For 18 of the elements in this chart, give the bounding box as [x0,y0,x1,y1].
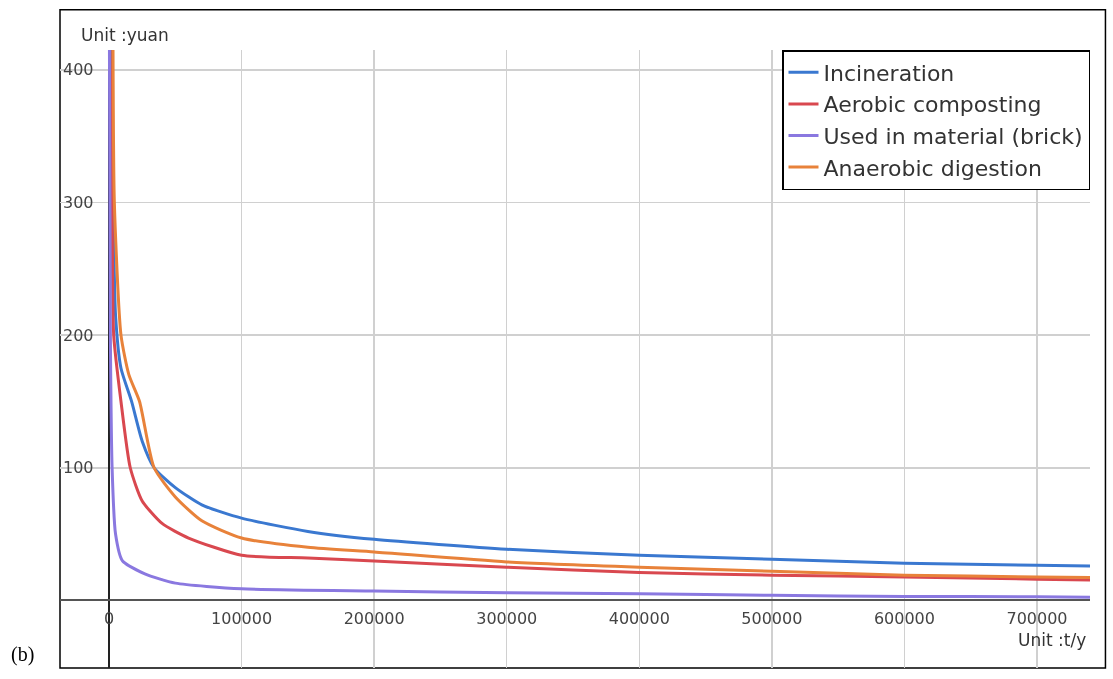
y-tick-label: 200 [63,325,94,345]
x-tick-label: 300000 [476,608,538,628]
x-tick-label: 200000 [343,608,405,628]
legend-label: Used in material (brick) [823,124,1083,150]
legend-label: Anaerobic digestion [823,155,1042,181]
legend-label: Incineration [823,60,955,86]
x-tick-label: 600000 [873,608,935,628]
text: (b) [11,643,35,666]
x-tick-label: 500000 [741,608,803,628]
legend-label: Aerobic composting [823,92,1042,118]
y-tick-label: 400 [63,60,94,80]
x-tick-label: 100000 [211,608,273,628]
y-tick-label: 100 [63,458,94,478]
y-tick-label: 300 [63,193,94,213]
x-tick-label: 700000 [1006,608,1068,628]
x-axis-title: Unit :t/y [1018,630,1087,650]
x-tick-label: 400000 [608,608,670,628]
y-axis-title: Unit :yuan [81,25,169,45]
